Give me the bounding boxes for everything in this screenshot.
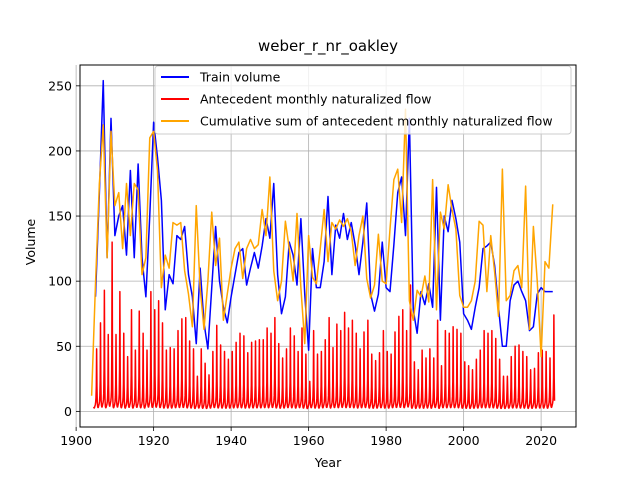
x-tick-label: 2000: [448, 433, 480, 448]
cumulative-flow-line: [90, 108, 554, 396]
y-tick-label: 250: [48, 78, 72, 93]
x-tick-label: 1980: [370, 433, 402, 448]
legend: Train volume Antecedent monthly naturaliz…: [154, 65, 572, 135]
y-tick-label: 100: [48, 274, 72, 289]
y-tick-label: 0: [64, 404, 72, 419]
plot-frame: [79, 64, 577, 428]
y-tick-label: 200: [48, 143, 72, 158]
legend-cumulative-flow-label: Cumulative sum of antecedent monthly nat…: [200, 114, 553, 129]
legend-box: [154, 65, 572, 135]
x-axis-ticks: 1900 1920 1940 1960 1980 2000 2020: [60, 427, 557, 448]
antecedent-flow-line: [92, 241, 556, 410]
series-group: [90, 79, 556, 410]
x-tick-label: 1940: [215, 433, 247, 448]
y-axis-ticks: 0 50 100 150 200 250: [48, 78, 80, 419]
x-tick-label: 1960: [293, 433, 325, 448]
legend-antecedent-flow-label: Antecedent monthly naturalized flow: [200, 92, 432, 107]
x-tick-label: 1920: [138, 433, 170, 448]
y-tick-label: 150: [48, 209, 72, 224]
chart-title: weber_r_nr_oakley: [258, 37, 398, 56]
legend-train-volume-label: Train volume: [199, 70, 281, 85]
train-volume-line: [94, 79, 553, 351]
y-axis-label: Volume: [23, 218, 38, 265]
x-axis-label: Year: [314, 455, 342, 470]
y-tick-label: 50: [56, 339, 72, 354]
x-tick-label: 2020: [525, 433, 557, 448]
series-layer: [90, 79, 556, 410]
x-tick-label: 1900: [60, 433, 92, 448]
